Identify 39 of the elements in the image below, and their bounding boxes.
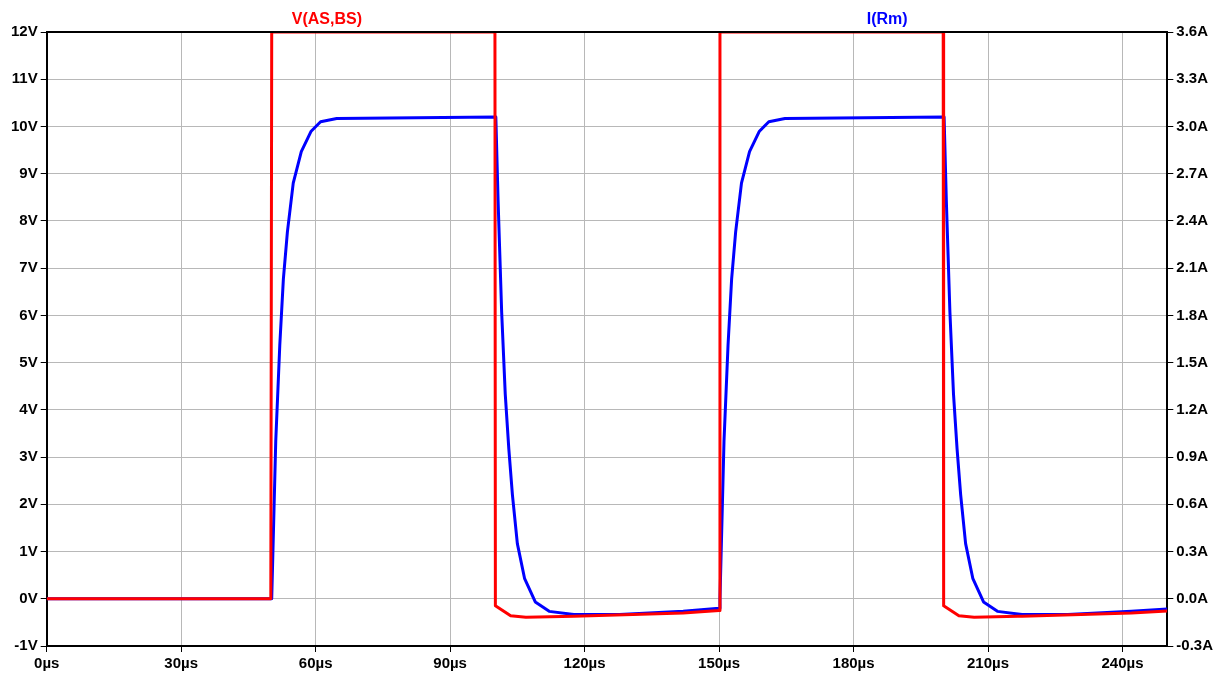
y-tick-label: 8V bbox=[19, 211, 38, 229]
x-tick-label: 240µs bbox=[1101, 654, 1144, 672]
y-tick-label: 1V bbox=[19, 541, 38, 559]
y2-tick-label: 0.0A bbox=[1176, 588, 1209, 606]
x-tick-label: 60µs bbox=[298, 654, 333, 672]
x-tick-label: 180µs bbox=[832, 654, 875, 672]
y-tick-label: 11V bbox=[11, 69, 38, 87]
y-tick-label: 10V bbox=[10, 116, 38, 134]
y-tick-label: 6V bbox=[19, 305, 38, 323]
y2-tick-label: 0.9A bbox=[1176, 447, 1209, 465]
y-tick-label: 4V bbox=[19, 399, 38, 417]
y2-tick-label: 1.8A bbox=[1176, 305, 1209, 323]
y2-tick-label: 2.7A bbox=[1176, 163, 1209, 181]
x-tick-label: 120µs bbox=[563, 654, 606, 672]
y-tick-label: -1V bbox=[14, 636, 38, 654]
y2-tick-label: 0.3A bbox=[1176, 541, 1209, 559]
y2-tick-label: 0.6A bbox=[1176, 494, 1209, 512]
y-tick-label: 12V bbox=[10, 22, 38, 40]
y2-tick-label: 2.4A bbox=[1176, 211, 1209, 229]
y-tick-label: 5V bbox=[19, 352, 38, 370]
x-tick-label: 0µs bbox=[34, 654, 60, 672]
y2-tick-label: 3.6A bbox=[1176, 22, 1209, 40]
y2-tick-label: 3.3A bbox=[1176, 69, 1209, 87]
x-tick-label: 210µs bbox=[967, 654, 1010, 672]
y2-tick-label: 2.1A bbox=[1176, 258, 1209, 276]
y2-tick-label: -0.3A bbox=[1176, 636, 1214, 654]
y2-tick-label: 1.5A bbox=[1176, 352, 1209, 370]
y2-tick-label: 3.0A bbox=[1176, 116, 1209, 134]
y-tick-label: 0V bbox=[19, 588, 38, 606]
x-tick-label: 150µs bbox=[698, 654, 741, 672]
y-tick-label: 7V bbox=[19, 258, 38, 276]
y2-tick-label: 1.2A bbox=[1176, 399, 1209, 417]
y-tick-label: 2V bbox=[19, 494, 38, 512]
text: I(Rm) bbox=[866, 10, 908, 28]
y-tick-label: 9V bbox=[19, 163, 38, 181]
x-tick-label: 90µs bbox=[433, 654, 467, 672]
series-label: V(AS,BS) bbox=[291, 10, 362, 28]
x-tick-label: 30µs bbox=[164, 654, 198, 672]
y-tick-label: 3V bbox=[19, 447, 38, 465]
